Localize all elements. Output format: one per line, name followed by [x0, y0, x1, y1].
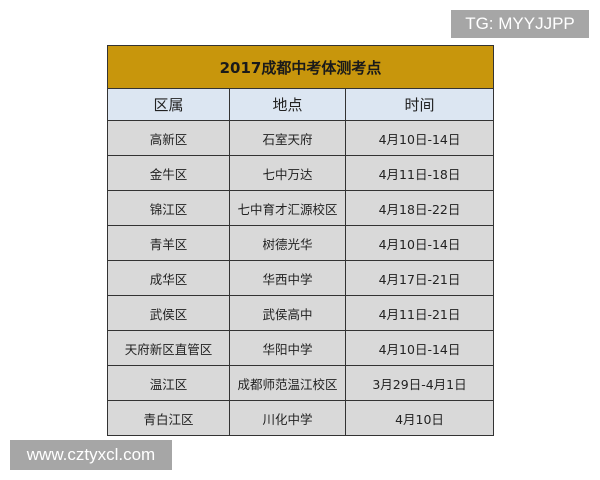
cell-district: 金牛区: [107, 155, 230, 191]
table-title: 2017成都中考体测考点: [107, 45, 494, 89]
cell-district: 天府新区直管区: [107, 330, 230, 366]
cell-time: 4月10日-14日: [345, 225, 494, 261]
table-row: 金牛区 七中万达 4月11日-18日: [107, 155, 494, 191]
cell-time: 4月10日-14日: [345, 330, 494, 366]
cell-district: 高新区: [107, 120, 230, 156]
table-row: 成华区 华西中学 4月17日-21日: [107, 260, 494, 296]
table-row: 青白江区 川化中学 4月10日: [107, 400, 494, 436]
cell-time: 4月10日-14日: [345, 120, 494, 156]
table-row: 高新区 石室天府 4月10日-14日: [107, 120, 494, 156]
cell-location: 川化中学: [229, 400, 346, 436]
watermark-website: www.cztyxcl.com: [10, 440, 172, 470]
cell-time: 4月10日: [345, 400, 494, 436]
table-row: 锦江区 七中育才汇源校区 4月18日-22日: [107, 190, 494, 226]
exam-sites-table: 2017成都中考体测考点 区属 地点 时间 高新区 石室天府 4月10日-14日 金牛…: [107, 45, 494, 436]
table-row: 天府新区直管区 华阳中学 4月10日-14日: [107, 330, 494, 366]
cell-location: 石室天府: [229, 120, 346, 156]
cell-location: 武侯高中: [229, 295, 346, 331]
watermark-tg: TG: MYYJJPP: [451, 10, 589, 38]
header-location: 地点: [229, 88, 346, 121]
cell-location: 七中万达: [229, 155, 346, 191]
cell-time: 4月11日-21日: [345, 295, 494, 331]
cell-location: 成都师范温江校区: [229, 365, 346, 401]
cell-location: 华阳中学: [229, 330, 346, 366]
cell-location: 七中育才汇源校区: [229, 190, 346, 226]
cell-district: 青白江区: [107, 400, 230, 436]
cell-district: 温江区: [107, 365, 230, 401]
cell-time: 4月18日-22日: [345, 190, 494, 226]
cell-time: 4月11日-18日: [345, 155, 494, 191]
cell-location: 华西中学: [229, 260, 346, 296]
table-row: 武侯区 武侯高中 4月11日-21日: [107, 295, 494, 331]
cell-district: 武侯区: [107, 295, 230, 331]
cell-district: 锦江区: [107, 190, 230, 226]
cell-time: 4月17日-21日: [345, 260, 494, 296]
cell-location: 树德光华: [229, 225, 346, 261]
cell-district: 成华区: [107, 260, 230, 296]
cell-district: 青羊区: [107, 225, 230, 261]
header-time: 时间: [345, 88, 494, 121]
cell-time: 3月29日-4月1日: [345, 365, 494, 401]
table-row: 温江区 成都师范温江校区 3月29日-4月1日: [107, 365, 494, 401]
header-district: 区属: [107, 88, 230, 121]
table-row: 青羊区 树德光华 4月10日-14日: [107, 225, 494, 261]
